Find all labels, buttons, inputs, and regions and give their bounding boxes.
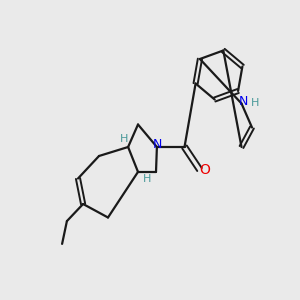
Text: N: N xyxy=(153,137,162,151)
Text: H: H xyxy=(251,98,260,109)
Text: O: O xyxy=(199,163,210,176)
Text: H: H xyxy=(143,173,151,184)
Text: N: N xyxy=(239,94,249,108)
Text: H: H xyxy=(120,134,129,144)
